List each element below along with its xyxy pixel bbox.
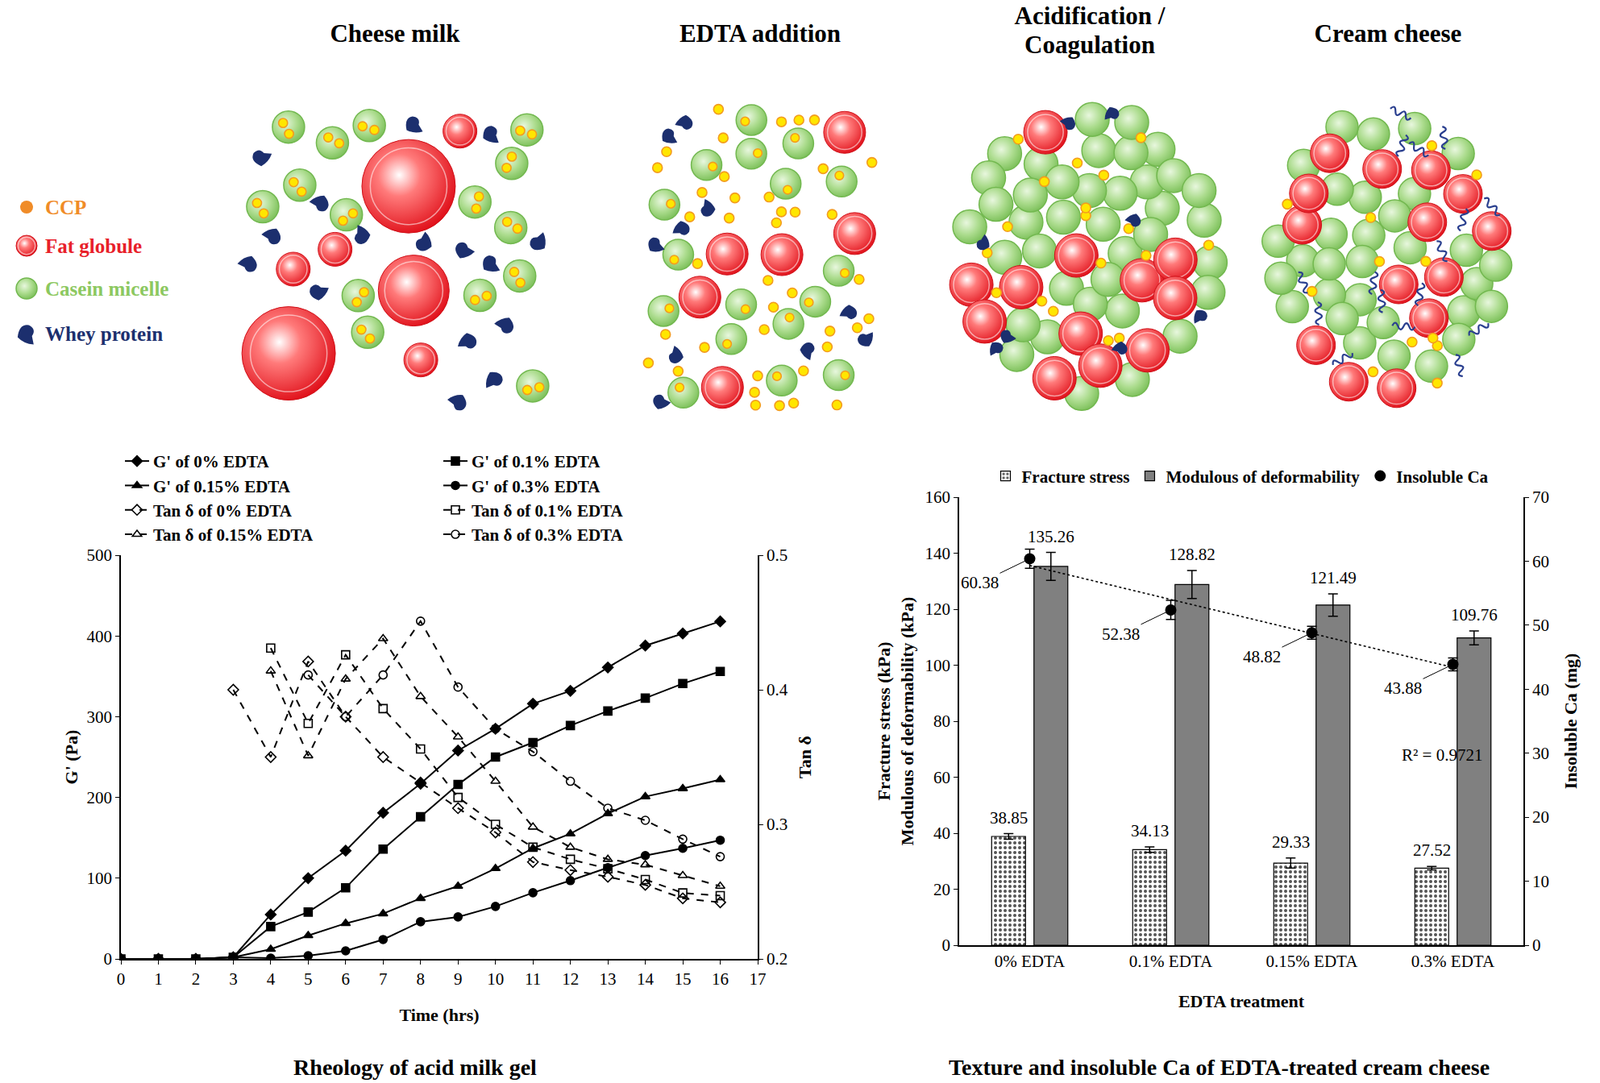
svg-text:160: 160 (925, 487, 952, 508)
svg-text:10: 10 (486, 969, 504, 990)
svg-text:15: 15 (674, 969, 692, 990)
svg-text:Tan δ of 0.15% EDTA: Tan δ of 0.15% EDTA (153, 525, 314, 545)
svg-text:27.52: 27.52 (1412, 840, 1451, 861)
svg-text:40: 40 (1532, 680, 1550, 700)
svg-text:109.76: 109.76 (1450, 605, 1498, 625)
svg-text:300: 300 (87, 707, 113, 728)
svg-text:60: 60 (1532, 552, 1550, 572)
svg-text:0.2: 0.2 (766, 949, 788, 969)
svg-text:20: 20 (933, 880, 951, 900)
svg-text:Insoluble Ca: Insoluble Ca (1396, 467, 1488, 487)
svg-text:EDTA treatment: EDTA treatment (1178, 991, 1305, 1012)
svg-text:80: 80 (933, 711, 951, 732)
svg-text:3: 3 (228, 969, 238, 990)
svg-text:20: 20 (1532, 807, 1550, 828)
svg-text:Insoluble Ca (mg): Insoluble Ca (mg) (1560, 653, 1581, 790)
svg-text:G' of 0% EDTA: G' of 0% EDTA (153, 452, 271, 472)
svg-text:G' (Pa): G' (Pa) (61, 730, 82, 786)
svg-text:Fat globule: Fat globule (45, 235, 142, 258)
svg-text:Tan δ of 0% EDTA: Tan δ of 0% EDTA (153, 501, 293, 521)
svg-text:8: 8 (416, 969, 426, 990)
svg-text:50: 50 (1532, 615, 1550, 636)
svg-text:30: 30 (1532, 743, 1550, 764)
svg-text:500: 500 (87, 545, 113, 566)
svg-text:Time (hrs): Time (hrs) (398, 1005, 479, 1026)
svg-text:5: 5 (303, 969, 313, 990)
svg-text:0.3: 0.3 (766, 814, 788, 835)
svg-text:0: 0 (116, 969, 126, 990)
svg-text:Fracture stress: Fracture stress (1022, 467, 1131, 487)
svg-text:100: 100 (87, 868, 113, 889)
svg-text:G' of 0.1% EDTA: G' of 0.1% EDTA (471, 452, 601, 472)
svg-text:Acidification /: Acidification / (1014, 1, 1166, 30)
svg-text:52.38: 52.38 (1101, 624, 1140, 645)
svg-text:Fracture stress (kPa)Modulous: Fracture stress (kPa)Modulous of deforma… (873, 597, 918, 847)
svg-text:0.4: 0.4 (766, 680, 789, 700)
svg-text:0.1% EDTA: 0.1% EDTA (1129, 951, 1214, 972)
svg-text:R² = 0.9721: R² = 0.9721 (1401, 745, 1483, 765)
svg-text:48.82: 48.82 (1242, 647, 1281, 667)
svg-text:2: 2 (191, 969, 201, 990)
svg-text:4: 4 (266, 969, 276, 990)
svg-text:EDTA addition: EDTA addition (679, 19, 841, 48)
svg-text:12: 12 (561, 969, 579, 990)
svg-text:0: 0 (942, 935, 952, 956)
svg-text:0: 0 (103, 949, 113, 969)
svg-text:128.82: 128.82 (1168, 544, 1216, 565)
svg-text:Whey protein: Whey protein (45, 323, 163, 345)
svg-text:CCP: CCP (45, 196, 87, 219)
svg-text:Rheology of acid milk gel: Rheology of acid milk gel (293, 1055, 537, 1081)
svg-text:140: 140 (925, 544, 952, 564)
svg-text:200: 200 (87, 788, 113, 808)
svg-text:17: 17 (749, 969, 767, 990)
svg-text:Modulous of deformability: Modulous of deformability (1165, 467, 1360, 487)
svg-text:10: 10 (1532, 872, 1550, 892)
svg-text:40: 40 (933, 823, 951, 844)
svg-text:Casein micelle: Casein micelle (45, 278, 169, 300)
svg-text:0.5: 0.5 (766, 545, 788, 566)
svg-text:11: 11 (524, 969, 541, 990)
svg-text:Tan δ of 0.3% EDTA: Tan δ of 0.3% EDTA (471, 525, 624, 545)
svg-text:70: 70 (1532, 487, 1550, 508)
svg-text:400: 400 (87, 627, 113, 647)
svg-text:7: 7 (378, 969, 388, 990)
svg-text:29.33: 29.33 (1271, 832, 1310, 852)
svg-text:60.38: 60.38 (960, 573, 999, 593)
svg-text:6: 6 (341, 969, 351, 990)
svg-text:43.88: 43.88 (1383, 678, 1422, 699)
svg-text:121.49: 121.49 (1309, 568, 1357, 588)
svg-text:Texture and insoluble Ca of ED: Texture and insoluble Ca of EDTA-treated… (948, 1055, 1490, 1081)
svg-text:135.26: 135.26 (1027, 527, 1075, 547)
svg-text:120: 120 (925, 599, 952, 620)
svg-text:16: 16 (711, 969, 729, 990)
svg-text:Cream cheese: Cream cheese (1314, 19, 1463, 48)
svg-text:100: 100 (925, 656, 952, 676)
svg-text:9: 9 (453, 969, 463, 990)
svg-text:Tan δ: Tan δ (794, 735, 815, 779)
svg-text:38.85: 38.85 (989, 808, 1028, 828)
svg-text:60: 60 (933, 768, 951, 788)
svg-text:14: 14 (636, 969, 655, 990)
svg-text:G' of 0.3% EDTA: G' of 0.3% EDTA (471, 477, 601, 497)
svg-text:13: 13 (599, 969, 617, 990)
svg-text:34.13: 34.13 (1130, 821, 1169, 841)
svg-text:1: 1 (153, 969, 163, 990)
svg-text:0.15% EDTA: 0.15% EDTA (1266, 951, 1359, 972)
svg-text:Cheese milk: Cheese milk (329, 19, 461, 48)
svg-text:0: 0 (1532, 935, 1542, 956)
svg-text:Tan δ of 0.1% EDTA: Tan δ of 0.1% EDTA (471, 501, 624, 521)
svg-text:0% EDTA: 0% EDTA (994, 951, 1066, 972)
svg-text:Coagulation: Coagulation (1024, 30, 1156, 59)
svg-text:0.3% EDTA: 0.3% EDTA (1411, 951, 1496, 972)
svg-text:G' of 0.15% EDTA: G' of 0.15% EDTA (153, 477, 291, 497)
